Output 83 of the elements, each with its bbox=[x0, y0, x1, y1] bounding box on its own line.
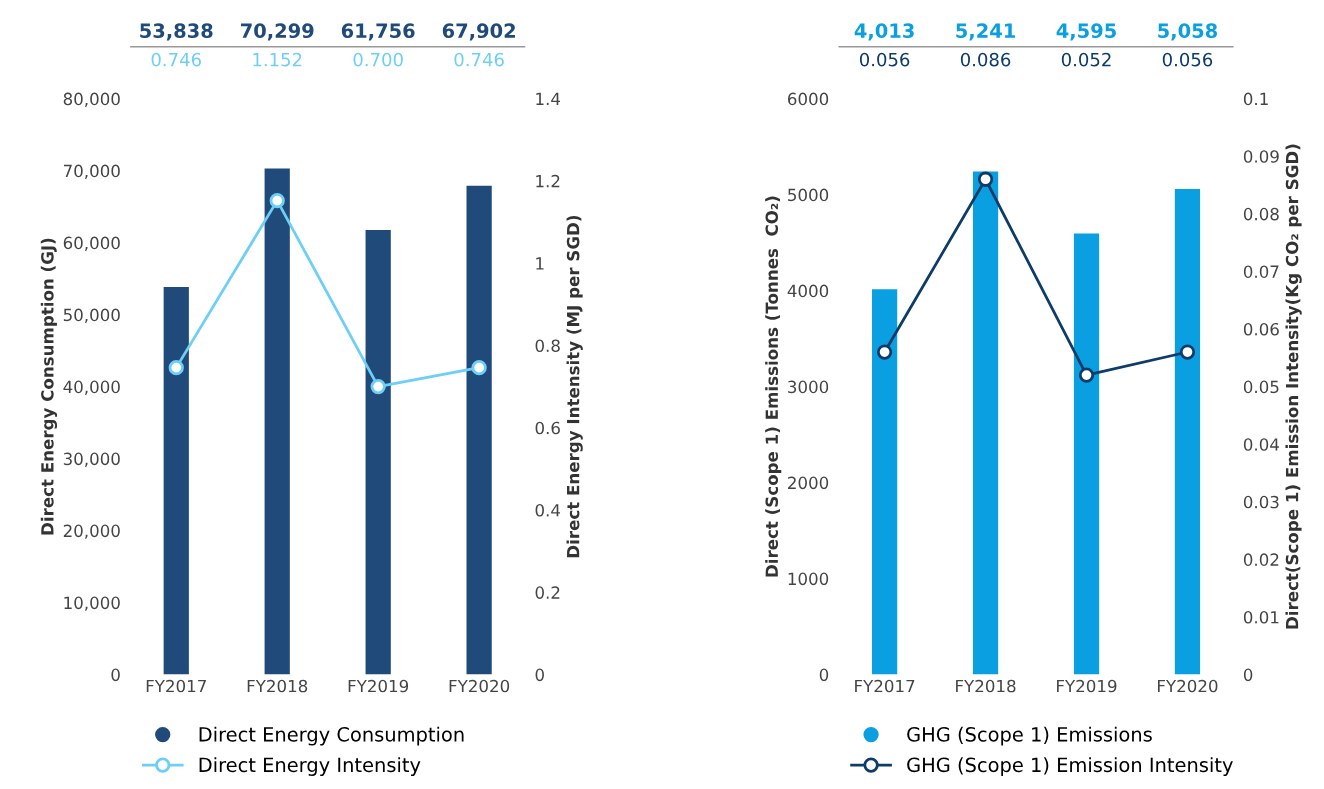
y2-tick-label: 0.06 bbox=[1243, 322, 1279, 336]
point bbox=[1179, 344, 1196, 360]
x-tick-label: FY2020 bbox=[449, 679, 510, 693]
y-tick-label: 50,000 bbox=[63, 308, 120, 323]
data-label: 1.152 bbox=[253, 52, 302, 67]
data-label: 67,902 bbox=[442, 23, 515, 41]
point bbox=[370, 378, 386, 395]
data-label: 0.746 bbox=[454, 52, 504, 67]
x-tick-label: FY2020 bbox=[1158, 679, 1218, 693]
y2-tick-label: 1.4 bbox=[536, 92, 561, 105]
bar bbox=[264, 168, 290, 675]
point bbox=[1078, 367, 1095, 383]
y2-tick-label: 0.2 bbox=[535, 586, 560, 599]
data-label: 5,058 bbox=[1158, 23, 1218, 41]
data-label: 61,756 bbox=[341, 23, 415, 41]
data-label: 0.086 bbox=[960, 52, 1011, 67]
y2-tick-label: 1.2 bbox=[536, 174, 560, 188]
data-label: 0.746 bbox=[151, 52, 201, 67]
y2-tick-label: 0.02 bbox=[1243, 553, 1279, 566]
y-tick-label: 20,000 bbox=[63, 524, 120, 539]
legend-label: GHG (Scope 1) Emissions bbox=[907, 726, 1152, 746]
bar bbox=[871, 289, 898, 675]
y2-tick-label: 0.01 bbox=[1243, 610, 1279, 624]
y2-tick-label: 0.6 bbox=[535, 421, 560, 435]
y2-axis-title: Direct(Scope 1) Emission Intensity(Kg CO₂ per SGD) bbox=[1285, 144, 1302, 629]
y2-tick-label: 0 bbox=[1243, 668, 1253, 682]
data-label: 0.056 bbox=[1162, 52, 1213, 67]
data-label: 5,241 bbox=[956, 23, 1015, 41]
y2-axis-title: Direct Energy Intensity (MJ per SGD) bbox=[566, 215, 583, 558]
y2-tick-label: 0.07 bbox=[1243, 265, 1279, 278]
y2-tick-label: 0.09 bbox=[1243, 150, 1279, 163]
y2-tick-label: 0.8 bbox=[535, 339, 560, 353]
data-label: 4,595 bbox=[1056, 23, 1116, 41]
x-tick-label: FY2017 bbox=[146, 679, 206, 693]
x-tick-label: FY2017 bbox=[855, 679, 915, 693]
y-tick-label: 0 bbox=[819, 668, 829, 682]
data-label: 0.056 bbox=[859, 52, 910, 67]
data-label: 0.052 bbox=[1061, 52, 1111, 67]
x-tick-label: FY2018 bbox=[956, 679, 1016, 693]
y-tick-label: 0 bbox=[111, 668, 120, 682]
legend-label: Direct Energy Intensity bbox=[199, 757, 421, 776]
y2-tick-label: 0.08 bbox=[1243, 207, 1279, 221]
y2-tick-label: 0 bbox=[535, 668, 544, 682]
bar bbox=[972, 171, 999, 675]
y2-tick-label: 0.1 bbox=[1243, 92, 1268, 106]
legend-label: Direct Energy Consumption bbox=[199, 726, 464, 746]
data-label: 53,838 bbox=[140, 23, 213, 41]
y-tick-label: 6000 bbox=[788, 92, 829, 106]
y-tick-label: 3000 bbox=[788, 380, 829, 394]
y-axis-title: Direct Energy Consumption (GJ) bbox=[40, 238, 58, 535]
point bbox=[977, 171, 994, 187]
y-axis-title: Direct (Scope 1) Emissions (Tonnes CO₂) bbox=[765, 196, 782, 577]
y-tick-label: 10,000 bbox=[64, 596, 120, 611]
data-label: 0.700 bbox=[353, 52, 403, 67]
x-tick-label: FY2019 bbox=[1057, 679, 1117, 693]
y-tick-label: 5000 bbox=[788, 188, 829, 202]
y-tick-label: 60,000 bbox=[63, 236, 120, 251]
legend-label: GHG (Scope 1) Emission Intensity bbox=[907, 757, 1233, 776]
y-tick-label: 4000 bbox=[787, 284, 829, 298]
point bbox=[269, 193, 285, 209]
x-tick-label: FY2019 bbox=[348, 679, 409, 693]
y-tick-label: 2000 bbox=[788, 476, 829, 490]
y2-tick-label: 0.03 bbox=[1243, 495, 1279, 509]
y-tick-label: 40,000 bbox=[63, 380, 120, 395]
y2-tick-label: 1 bbox=[536, 257, 544, 270]
y2-tick-label: 0.04 bbox=[1243, 438, 1279, 451]
data-label: 4,013 bbox=[854, 23, 914, 41]
bar bbox=[1174, 189, 1201, 675]
y-tick-label: 30,000 bbox=[63, 452, 120, 467]
y-tick-label: 70,000 bbox=[63, 164, 120, 179]
point bbox=[471, 360, 487, 376]
point bbox=[876, 344, 893, 360]
y2-tick-label: 0.4 bbox=[535, 503, 561, 517]
bar bbox=[466, 185, 492, 675]
point bbox=[168, 360, 184, 376]
bar bbox=[163, 286, 189, 675]
bar bbox=[1073, 233, 1100, 675]
data-label: 70,299 bbox=[241, 23, 314, 41]
y2-tick-label: 0.05 bbox=[1243, 380, 1279, 394]
y-tick-label: 1000 bbox=[788, 572, 829, 586]
y-tick-label: 80,000 bbox=[63, 92, 120, 107]
x-tick-label: FY2018 bbox=[247, 679, 308, 693]
bar bbox=[365, 229, 391, 675]
